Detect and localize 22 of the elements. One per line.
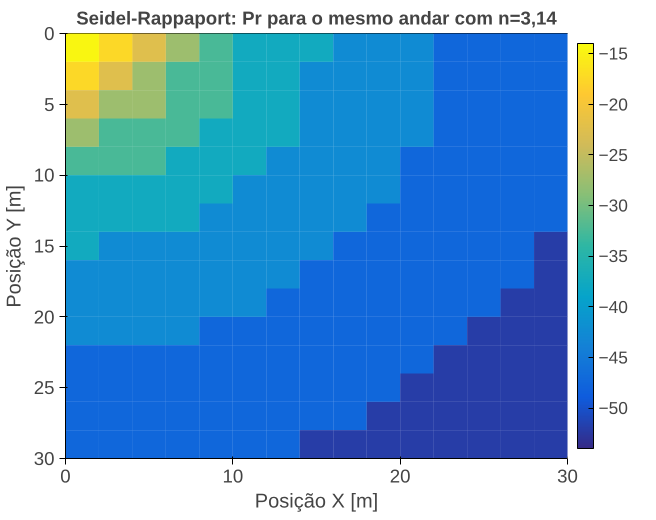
x-tick-label: 10 — [222, 466, 244, 486]
x-tick-label: 0 — [60, 466, 71, 486]
chart-title: Seidel-Rappaport: Pr para o mesmo andar com n=3,14 — [76, 8, 558, 28]
color-bar-label: −30 — [598, 196, 628, 216]
color-bar-label: −15 — [598, 44, 628, 64]
y-tick-label: 30 — [34, 448, 55, 469]
y-tick-label: 15 — [34, 236, 55, 256]
color-bar-label: −50 — [598, 398, 628, 418]
color-bar-label: −35 — [598, 246, 628, 266]
color-bar-label: −20 — [598, 94, 628, 114]
x-axis-title: Posição X [m] — [254, 490, 378, 512]
color-bar-label: −25 — [598, 144, 628, 165]
color-bar-label: −40 — [598, 296, 628, 317]
y-axis-title: Posição Y [m] — [4, 185, 26, 308]
x-tick-label: 30 — [557, 466, 578, 486]
y-tick-label: 10 — [34, 164, 55, 186]
x-tick-label: 20 — [390, 466, 411, 486]
y-tick-label: 0 — [44, 23, 55, 44]
y-tick-label: 5 — [44, 94, 55, 115]
y-tick-label: 20 — [34, 306, 55, 328]
color-bar-label: −45 — [598, 347, 628, 368]
y-tick-label: 25 — [34, 377, 55, 398]
